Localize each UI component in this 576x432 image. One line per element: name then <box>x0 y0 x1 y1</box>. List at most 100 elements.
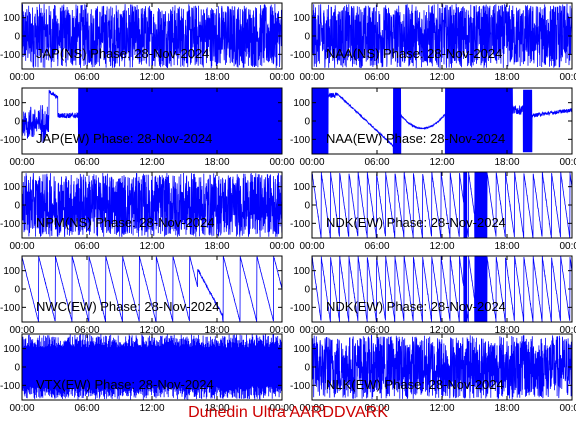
y-tick-label: 0 <box>14 285 20 296</box>
y-tick-label: 0 <box>304 285 310 296</box>
x-tick-label: 12:00 <box>139 157 164 168</box>
y-tick-label: 0 <box>14 201 20 212</box>
y-tick-label: 0 <box>304 201 310 212</box>
chart-panel: 1000-10000:0006:0012:0018:0000:00NAA(NS)… <box>290 2 576 83</box>
x-tick-label: 00:00 <box>299 403 324 414</box>
chart-title: NPM(NS) Phase: 28-Nov-2024 <box>36 215 214 230</box>
chart-title: JAP(EW) Phase: 28-Nov-2024 <box>36 131 212 146</box>
series-line <box>312 3 572 69</box>
x-tick-label: 12:00 <box>139 241 164 252</box>
y-tick-label: -100 <box>0 219 20 230</box>
x-tick-label: 06:00 <box>74 72 99 83</box>
y-tick-label: 100 <box>3 98 20 109</box>
x-tick-label: 06:00 <box>74 325 99 336</box>
x-tick-label: 18:00 <box>204 325 229 336</box>
x-tick-label: 12:00 <box>429 403 454 414</box>
chart-title: NWC(EW) Phase: 28-Nov-2024 <box>36 299 220 314</box>
x-tick-label: 12:00 <box>429 157 454 168</box>
x-tick-label: 12:00 <box>139 325 164 336</box>
chart-title: VTX(EW) Phase: 28-Nov-2024 <box>36 377 214 392</box>
series-line <box>312 88 572 154</box>
x-tick-label: 00:00 <box>299 157 324 168</box>
x-tick-label: 00:00 <box>269 72 294 83</box>
y-tick-label: 100 <box>3 13 20 24</box>
x-tick-label: 12:00 <box>139 403 164 414</box>
y-tick-label: 100 <box>3 266 20 277</box>
y-tick-label: 0 <box>304 117 310 128</box>
chart-panel: 1000-10000:0006:0012:0018:0000:00NAA(EW)… <box>290 87 576 168</box>
x-tick-label: 00:00 <box>299 72 324 83</box>
series-line <box>22 256 282 322</box>
x-tick-label: 18:00 <box>204 72 229 83</box>
x-tick-label: 00:00 <box>559 403 576 414</box>
y-tick-label: -100 <box>0 381 20 392</box>
y-tick-label: 100 <box>293 266 310 277</box>
x-tick-label: 00:00 <box>269 325 294 336</box>
x-tick-label: 00:00 <box>299 325 324 336</box>
series-line <box>22 334 282 400</box>
x-tick-label: 18:00 <box>204 241 229 252</box>
y-tick-label: 100 <box>3 182 20 193</box>
y-tick-label: 100 <box>293 182 310 193</box>
x-tick-label: 06:00 <box>364 403 389 414</box>
y-tick-label: -100 <box>0 135 20 146</box>
y-tick-label: 0 <box>304 32 310 43</box>
series-line <box>312 172 572 238</box>
x-tick-label: 12:00 <box>429 241 454 252</box>
series-line <box>312 256 572 322</box>
x-tick-label: 18:00 <box>494 325 519 336</box>
x-tick-label: 12:00 <box>139 72 164 83</box>
x-tick-label: 06:00 <box>364 241 389 252</box>
x-tick-label: 06:00 <box>364 72 389 83</box>
x-tick-label: 18:00 <box>494 241 519 252</box>
y-tick-label: 0 <box>14 363 20 374</box>
series-line <box>312 334 572 400</box>
y-tick-label: -100 <box>0 303 20 314</box>
x-tick-label: 06:00 <box>364 157 389 168</box>
x-tick-label: 06:00 <box>74 157 99 168</box>
x-tick-label: 18:00 <box>494 72 519 83</box>
y-tick-label: -100 <box>0 50 20 61</box>
y-tick-label: -100 <box>290 381 310 392</box>
chart-panel: 1000-10000:0006:0012:0018:0000:00NDK(EW)… <box>290 171 576 252</box>
series-line <box>22 172 282 238</box>
x-tick-label: 12:00 <box>429 325 454 336</box>
footer-caption: Dunedin Ultra AARDDVARK <box>188 404 388 421</box>
y-tick-label: 0 <box>304 363 310 374</box>
x-tick-label: 00:00 <box>559 72 576 83</box>
chart-title: NAA(NS) Phase: 28-Nov-2024 <box>326 46 502 61</box>
x-tick-label: 00:00 <box>269 241 294 252</box>
y-tick-label: 0 <box>14 117 20 128</box>
x-tick-label: 06:00 <box>74 241 99 252</box>
x-tick-label: 00:00 <box>559 157 576 168</box>
chart-title: JAP(NS) Phase: 28-Nov-2024 <box>36 46 209 61</box>
chart-title: NAA(EW) Phase: 28-Nov-2024 <box>326 131 505 146</box>
chart-panel: 1000-10000:0006:0012:0018:0000:00NLK(EW)… <box>290 333 576 414</box>
x-tick-label: 00:00 <box>9 157 34 168</box>
x-tick-label: 06:00 <box>74 403 99 414</box>
x-tick-label: 00:00 <box>559 241 576 252</box>
chart-title: NLK(EW) Phase: 28-Nov-2024 <box>326 377 504 392</box>
y-tick-label: 0 <box>14 32 20 43</box>
x-tick-label: 18:00 <box>494 403 519 414</box>
x-tick-label: 00:00 <box>299 241 324 252</box>
x-tick-label: 00:00 <box>9 403 34 414</box>
x-tick-label: 00:00 <box>9 325 34 336</box>
x-tick-label: 18:00 <box>494 157 519 168</box>
x-tick-label: 12:00 <box>429 72 454 83</box>
x-tick-label: 06:00 <box>364 325 389 336</box>
y-tick-label: -100 <box>290 50 310 61</box>
x-tick-label: 18:00 <box>204 157 229 168</box>
x-tick-label: 00:00 <box>269 403 294 414</box>
y-tick-label: 100 <box>293 13 310 24</box>
chart-title: NDK(EW) Phase: 28-Nov-2024 <box>326 299 506 314</box>
x-tick-label: 00:00 <box>269 157 294 168</box>
y-tick-label: 100 <box>293 98 310 109</box>
x-tick-label: 18:00 <box>204 403 229 414</box>
y-tick-label: -100 <box>290 135 310 146</box>
